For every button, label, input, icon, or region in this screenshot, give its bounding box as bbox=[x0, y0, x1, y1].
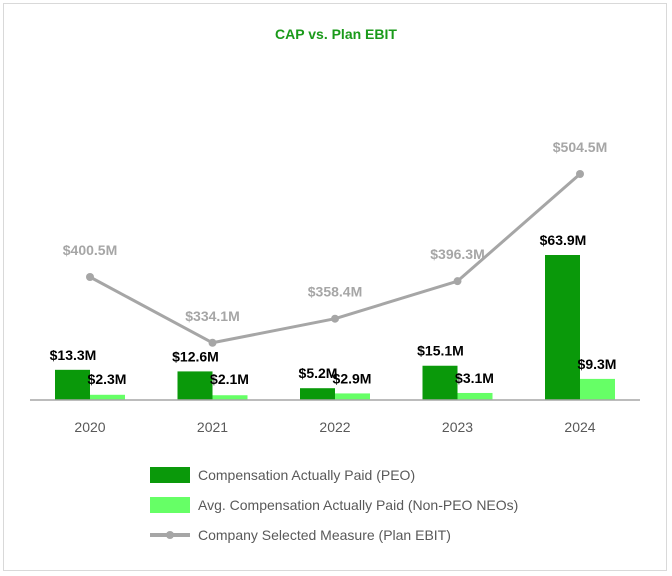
data-label-ebit-2023: $396.3M bbox=[430, 246, 484, 262]
legend-label-non-peo: Avg. Compensation Actually Paid (Non-PEO… bbox=[198, 497, 519, 513]
legend-swatch-peo bbox=[150, 467, 190, 483]
legend-swatch-non-peo bbox=[150, 497, 190, 513]
bar-peo-2021 bbox=[177, 371, 213, 400]
bar-non-peo-2022 bbox=[335, 393, 370, 400]
bar-peo-2022 bbox=[300, 388, 335, 400]
data-label-peo-2023: $15.1M bbox=[417, 343, 464, 359]
x-tick-2024: 2024 bbox=[564, 419, 595, 435]
bar-non-peo-2021 bbox=[212, 395, 248, 400]
data-label-peo-2022: $5.2M bbox=[299, 365, 338, 381]
bar-non-peo-2024 bbox=[580, 378, 615, 400]
legend-swatch-ebit bbox=[150, 527, 190, 543]
data-label-peo-2021: $12.6M bbox=[172, 348, 219, 364]
line-point-ebit-2024 bbox=[576, 170, 584, 178]
chart-legend: Compensation Actually Paid (PEO) Avg. Co… bbox=[150, 460, 518, 550]
data-label-non-peo-2021: $2.1M bbox=[210, 371, 249, 387]
data-label-peo-2024: $63.9M bbox=[540, 232, 587, 248]
data-label-ebit-2021: $334.1M bbox=[185, 308, 239, 324]
data-label-ebit-2020: $400.5M bbox=[63, 242, 117, 258]
bar-peo-2020 bbox=[55, 369, 90, 400]
bar-non-peo-2020 bbox=[90, 394, 125, 400]
legend-label-ebit: Company Selected Measure (Plan EBIT) bbox=[198, 527, 451, 543]
x-tick-2020: 2020 bbox=[74, 419, 105, 435]
data-label-non-peo-2023: $3.1M bbox=[455, 370, 494, 386]
x-tick-2022: 2022 bbox=[319, 419, 350, 435]
chart-title: CAP vs. Plan EBIT bbox=[275, 26, 397, 42]
chart-frame bbox=[3, 3, 667, 571]
x-tick-2023: 2023 bbox=[442, 419, 473, 435]
bar-peo-2024 bbox=[545, 255, 580, 400]
line-point-ebit-2021 bbox=[208, 338, 217, 347]
data-label-ebit-2024: $504.5M bbox=[553, 139, 607, 155]
data-label-non-peo-2022: $2.9M bbox=[333, 370, 372, 386]
line-point-ebit-2022 bbox=[331, 314, 339, 323]
legend-item-ebit[interactable]: Company Selected Measure (Plan EBIT) bbox=[150, 520, 518, 550]
bar-peo-2023 bbox=[422, 365, 458, 400]
legend-label-peo: Compensation Actually Paid (PEO) bbox=[198, 467, 416, 483]
data-label-non-peo-2024: $9.3M bbox=[578, 356, 617, 372]
line-point-ebit-2020 bbox=[86, 273, 94, 281]
bar-non-peo-2023 bbox=[457, 392, 493, 400]
data-label-peo-2020: $13.3M bbox=[50, 347, 97, 363]
legend-item-non-peo[interactable]: Avg. Compensation Actually Paid (Non-PEO… bbox=[150, 490, 518, 520]
x-tick-2021: 2021 bbox=[197, 419, 228, 435]
legend-item-peo[interactable]: Compensation Actually Paid (PEO) bbox=[150, 460, 518, 490]
data-label-non-peo-2020: $2.3M bbox=[88, 371, 127, 387]
line-point-ebit-2023 bbox=[453, 277, 462, 286]
data-label-ebit-2022: $358.4M bbox=[308, 284, 362, 300]
